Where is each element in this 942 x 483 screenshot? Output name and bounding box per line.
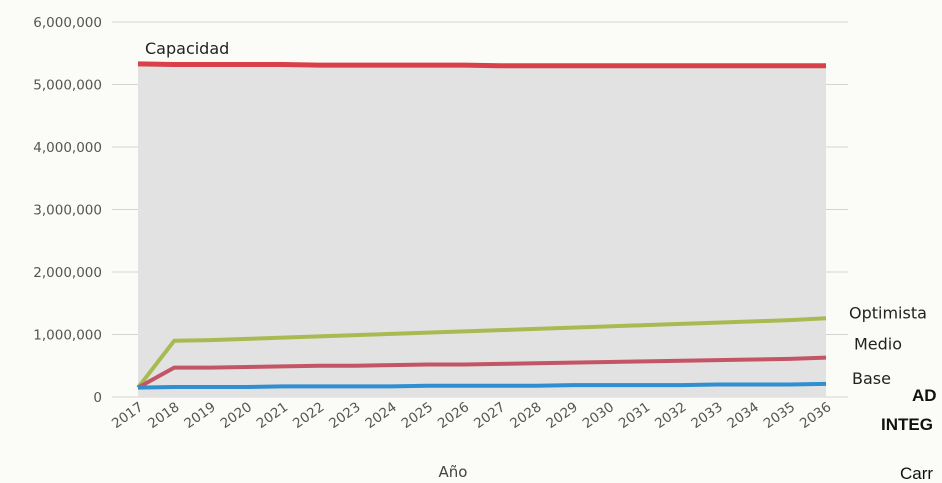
series-label-capacidad: Capacidad: [145, 39, 229, 58]
x-tick-label: 2019: [181, 399, 218, 432]
y-tick-label: 2,000,000: [33, 265, 102, 281]
y-tick-label: 3,000,000: [33, 203, 102, 219]
x-tick-label: 2020: [218, 399, 255, 432]
series-line-capacidad: [137, 61, 826, 69]
x-tick-label: 2018: [145, 399, 182, 432]
x-tick-label: 2025: [399, 399, 436, 432]
series-labels: Capacidad Optimista Medio Base: [145, 39, 927, 388]
y-tick-label: 5,000,000: [33, 78, 102, 94]
x-tick-label: 2030: [580, 399, 617, 432]
x-tick-label: 2033: [688, 399, 725, 432]
x-tick-label: 2021: [254, 399, 291, 432]
x-tick-label: 2023: [326, 399, 363, 432]
x-axis-ticks: 2017201820192020202120222023202420252026…: [109, 399, 834, 432]
x-tick-label: 2034: [725, 399, 762, 432]
x-tick-label: 2029: [543, 399, 580, 432]
x-axis-title: Año: [439, 463, 468, 481]
y-axis-ticks: 0 1,000,000 2,000,000 3,000,000 4,000,000 5,0…: [33, 15, 102, 406]
x-tick-label: 2031: [616, 399, 653, 432]
x-tick-label: 2032: [652, 399, 689, 432]
series-label-base: Base: [852, 369, 891, 388]
series-label-medio: Medio: [854, 335, 902, 354]
x-tick-label: 2036: [797, 399, 834, 432]
capacity-area-fill: [138, 63, 826, 397]
y-tick-label: 0: [93, 390, 102, 406]
clipped-text-1: AD: [912, 386, 937, 405]
y-tick-label: 1,000,000: [33, 328, 102, 344]
x-tick-label: 2026: [435, 399, 472, 432]
clipped-text-3: Carr: [900, 464, 933, 483]
series-label-optimista: Optimista: [849, 303, 927, 322]
x-tick-label: 2028: [507, 399, 544, 432]
x-tick-label: 2017: [109, 399, 146, 432]
series-line-medio: [137, 355, 827, 390]
x-tick-label: 2022: [290, 399, 327, 432]
x-tick-label: 2035: [761, 399, 798, 432]
series-line-base: [137, 381, 827, 390]
y-tick-label: 6,000,000: [33, 15, 102, 31]
series-line-optimista: [136, 316, 827, 389]
x-tick-label: 2027: [471, 399, 508, 432]
series-lines: [136, 61, 827, 390]
clipped-text-2: INTEG: [881, 415, 933, 434]
y-tick-label: 4,000,000: [33, 140, 102, 156]
x-tick-label: 2024: [362, 399, 399, 432]
